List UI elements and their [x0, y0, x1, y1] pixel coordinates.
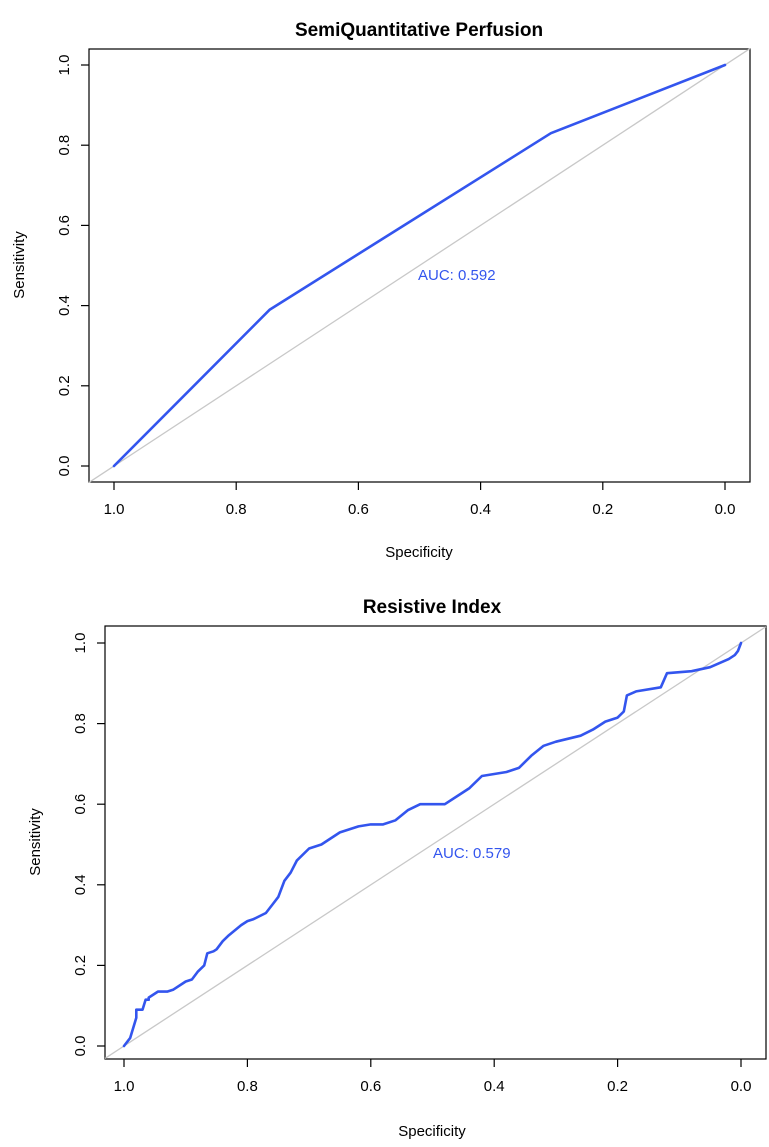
y-tick-label: 0.2 — [72, 955, 89, 976]
chart-panel-2: Resistive Index AUC: 0.579 1.0 0.8 0.6 0.4 0… — [27, 597, 767, 1140]
x-tick-label: 0.8 — [237, 1078, 258, 1095]
reference-diagonal — [88, 48, 751, 483]
y-tick-label: 0.0 — [72, 1036, 89, 1057]
y-tick-label: 0.0 — [56, 456, 73, 477]
x-axis: 1.0 0.8 0.6 0.4 0.2 0.0 — [104, 482, 736, 518]
y-tick-label: 0.4 — [72, 874, 89, 895]
x-tick-label: 0.2 — [607, 1078, 628, 1095]
chart-title: Resistive Index — [363, 597, 502, 618]
y-tick-label: 0.6 — [56, 215, 73, 236]
y-axis-label: Sensitivity — [11, 231, 28, 299]
chart-panel-1: SemiQuantitative Perfusion AUC: 0.592 1.… — [11, 20, 751, 561]
x-tick-label: 0.6 — [360, 1078, 381, 1095]
plot-frame — [104, 625, 767, 1060]
y-tick-label: 0.2 — [56, 375, 73, 396]
roc-curve — [112, 63, 727, 468]
y-axis: 0.0 0.2 0.4 0.6 0.8 1.0 — [72, 633, 105, 1057]
y-tick-label: 0.8 — [72, 713, 89, 734]
roc-curve — [122, 641, 743, 1048]
x-tick-label: 0.0 — [731, 1078, 752, 1095]
y-axis-label: Sensitivity — [27, 808, 44, 876]
x-tick-label: 0.8 — [226, 501, 247, 518]
x-tick-label: 0.0 — [715, 501, 736, 518]
reference-diagonal — [104, 626, 767, 1059]
chart-title: SemiQuantitative Perfusion — [295, 20, 543, 41]
plot-frame — [88, 48, 751, 483]
x-tick-label: 0.6 — [348, 501, 369, 518]
x-tick-label: 0.4 — [470, 501, 491, 518]
y-tick-label: 0.6 — [72, 794, 89, 815]
y-tick-label: 0.4 — [56, 295, 73, 316]
x-axis-label: Specificity — [385, 544, 453, 561]
x-axis-label: Specificity — [398, 1123, 466, 1140]
y-tick-label: 0.8 — [56, 135, 73, 156]
x-tick-label: 1.0 — [114, 1078, 135, 1095]
auc-label: AUC: 0.579 — [433, 845, 511, 862]
y-axis: 0.0 0.2 0.4 0.6 0.8 1.0 — [56, 55, 89, 477]
y-tick-label: 1.0 — [56, 55, 73, 76]
auc-label: AUC: 0.592 — [418, 267, 496, 284]
x-tick-label: 0.2 — [592, 501, 613, 518]
x-axis: 1.0 0.8 0.6 0.4 0.2 0.0 — [114, 1059, 752, 1095]
x-tick-label: 1.0 — [104, 501, 125, 518]
x-tick-label: 0.4 — [484, 1078, 505, 1095]
y-tick-label: 1.0 — [72, 633, 89, 654]
